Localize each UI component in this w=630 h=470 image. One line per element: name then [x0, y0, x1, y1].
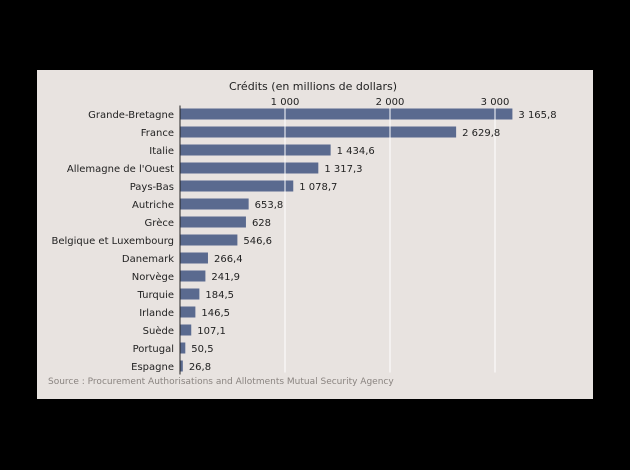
bar: [180, 126, 457, 138]
x-axis-ticks: 1 000 2 000 3 000: [271, 97, 510, 108]
bar: [180, 342, 186, 354]
bar: [180, 360, 183, 372]
value-label: 1 078,7: [299, 182, 337, 193]
value-label: 1 317,3: [324, 164, 362, 175]
bars: [180, 108, 513, 372]
category-label: Autriche: [132, 200, 174, 211]
value-label: 1 434,6: [337, 146, 375, 157]
x-tick-label: 1 000: [271, 97, 300, 108]
value-labels: 3 165,8 2 629,8 1 434,6 1 317,3 1 078,7 653,8…: [189, 110, 557, 373]
value-label: 107,1: [197, 326, 226, 337]
bar-chart: Crédits (en millions de dollars) 1 000 2 …: [51, 80, 557, 375]
source-note: Source : Procurement Authorisations and …: [48, 377, 394, 387]
category-label: Espagne: [131, 362, 174, 373]
bar: [180, 162, 319, 174]
category-label: Italie: [149, 146, 174, 157]
category-label: Danemark: [122, 254, 174, 265]
bar: [180, 270, 206, 282]
value-label: 3 165,8: [518, 110, 556, 121]
category-labels: Grande-Bretagne France Italie Allemagne de …: [51, 110, 174, 373]
bar: [180, 324, 192, 336]
bar: [180, 234, 238, 246]
bar: [180, 216, 246, 228]
value-label: 653,8: [255, 200, 284, 211]
category-label: Norvège: [132, 271, 174, 283]
category-label: Portugal: [133, 344, 174, 355]
value-label: 184,5: [205, 290, 234, 301]
bar: [180, 144, 331, 156]
x-tick-label: 3 000: [481, 97, 510, 108]
x-tick-label: 2 000: [376, 97, 405, 108]
value-label: 26,8: [189, 362, 211, 373]
bar: [180, 108, 513, 120]
chart-panel: Crédits (en millions de dollars) 1 000 2 …: [37, 70, 593, 399]
category-label: Turquie: [137, 290, 174, 301]
value-label: 628: [252, 218, 271, 229]
category-label: Pays-Bas: [130, 182, 174, 193]
gridlines: [284, 107, 496, 373]
value-label: 146,5: [201, 308, 230, 319]
category-label: France: [141, 128, 174, 139]
value-label: 546,6: [243, 236, 272, 247]
bar: [180, 306, 196, 318]
bar: [180, 252, 208, 264]
value-label: 50,5: [191, 344, 213, 355]
value-label: 266,4: [214, 254, 243, 265]
bar: [180, 198, 249, 210]
category-label: Grèce: [145, 217, 174, 229]
value-label: 241,9: [211, 272, 240, 283]
category-label: Grande-Bretagne: [88, 110, 174, 121]
category-label: Irlande: [139, 308, 174, 319]
chart-title: Crédits (en millions de dollars): [229, 80, 397, 93]
value-label: 2 629,8: [462, 128, 500, 139]
category-label: Belgique et Luxembourg: [51, 236, 174, 247]
category-label: Allemagne de l'Ouest: [67, 164, 174, 175]
bar: [180, 180, 294, 192]
bar: [180, 288, 200, 300]
category-label: Suède: [143, 325, 174, 337]
